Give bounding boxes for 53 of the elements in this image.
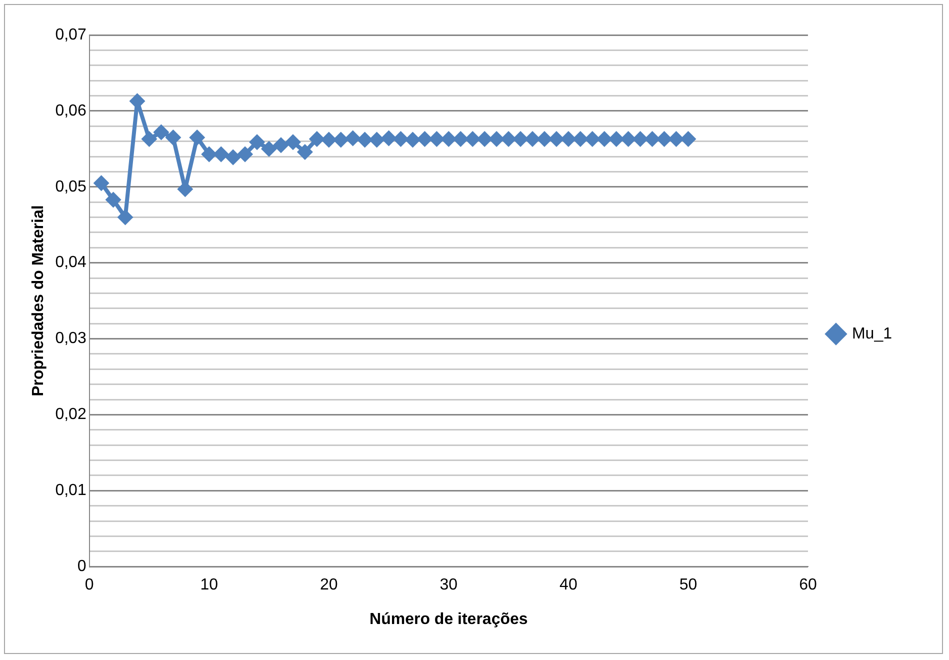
y-tick-label: 0,04 bbox=[55, 254, 86, 272]
point bbox=[656, 131, 672, 148]
x-tick-label: 30 bbox=[440, 576, 458, 594]
point bbox=[272, 137, 289, 154]
point bbox=[189, 130, 206, 146]
point bbox=[153, 124, 170, 140]
y-tick-label: 0 bbox=[77, 558, 86, 576]
point bbox=[440, 131, 457, 148]
point bbox=[680, 131, 696, 148]
point bbox=[524, 131, 540, 148]
point bbox=[225, 149, 242, 166]
point bbox=[165, 130, 182, 146]
point bbox=[93, 175, 110, 192]
y-tick-label: 0,07 bbox=[55, 26, 86, 44]
y-tick-label: 0,06 bbox=[55, 102, 86, 120]
x-tick-label: 10 bbox=[200, 576, 218, 594]
point bbox=[261, 140, 277, 157]
point bbox=[404, 132, 421, 148]
point bbox=[668, 131, 684, 148]
point bbox=[332, 132, 349, 148]
y-axis-title: Propriedades do Material bbox=[30, 205, 48, 396]
y-tick-label: 0,01 bbox=[55, 482, 86, 500]
x-tick-label: 50 bbox=[679, 576, 698, 594]
point bbox=[416, 131, 433, 148]
point bbox=[141, 131, 158, 148]
point bbox=[308, 131, 325, 148]
point bbox=[356, 132, 373, 148]
y-tick-label: 0,05 bbox=[55, 178, 86, 196]
point bbox=[428, 131, 445, 148]
point bbox=[644, 131, 660, 148]
point bbox=[284, 134, 301, 150]
point bbox=[201, 146, 218, 162]
y-tick-label: 0,02 bbox=[55, 406, 86, 424]
point bbox=[608, 131, 624, 148]
point bbox=[296, 144, 313, 160]
point bbox=[380, 130, 397, 146]
x-tick-label: 40 bbox=[560, 576, 578, 594]
point bbox=[249, 134, 266, 150]
point bbox=[117, 209, 134, 226]
point bbox=[344, 130, 361, 146]
point bbox=[320, 132, 337, 148]
legend-label: Mu_1 bbox=[852, 325, 892, 342]
x-tick-label: 20 bbox=[320, 576, 338, 594]
point bbox=[368, 132, 385, 148]
point bbox=[237, 146, 254, 162]
point bbox=[632, 131, 648, 148]
point bbox=[620, 131, 636, 148]
x-tick-label: 60 bbox=[799, 576, 817, 594]
x-axis-title: Número de iterações bbox=[370, 610, 528, 628]
point bbox=[213, 146, 230, 162]
y-tick-label: 0,03 bbox=[55, 330, 86, 348]
point bbox=[392, 131, 409, 148]
point bbox=[105, 192, 122, 208]
